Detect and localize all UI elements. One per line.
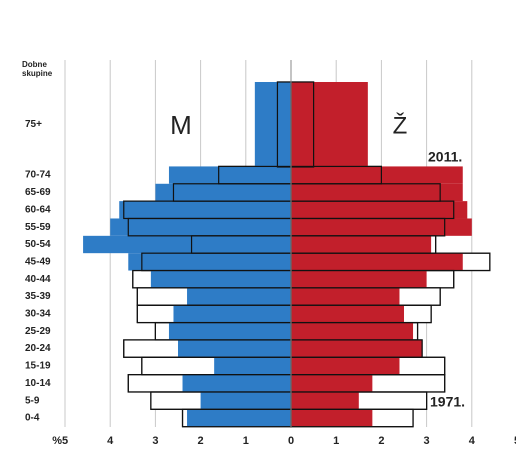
y-tick-label: 55-59 bbox=[25, 222, 51, 233]
y-tick-label: 45-49 bbox=[25, 256, 51, 267]
bar bbox=[291, 357, 400, 375]
x-tick-label: 4 bbox=[469, 435, 476, 447]
bar bbox=[214, 357, 291, 375]
bar bbox=[291, 409, 373, 427]
bar bbox=[291, 287, 400, 306]
bar bbox=[83, 235, 291, 254]
bar bbox=[291, 235, 432, 254]
bar bbox=[187, 287, 291, 306]
x-tick-label: 5 bbox=[514, 435, 516, 447]
bar bbox=[291, 270, 427, 288]
bar bbox=[291, 166, 463, 184]
bar bbox=[187, 409, 291, 427]
bar bbox=[291, 82, 368, 167]
bar bbox=[291, 218, 472, 236]
series-label: 1971. bbox=[430, 394, 465, 410]
y-axis-title: Dobne skupine bbox=[22, 60, 53, 78]
x-tick-label: 5 bbox=[62, 435, 68, 447]
bar bbox=[254, 82, 291, 167]
y-tick-label: 5-9 bbox=[25, 395, 40, 406]
bar bbox=[291, 253, 463, 271]
bar bbox=[291, 391, 359, 410]
x-tick-label: 1 bbox=[333, 435, 339, 447]
left-label: M bbox=[170, 110, 192, 140]
x-tick-label: 3 bbox=[424, 435, 430, 447]
x-axis-title: % bbox=[52, 435, 62, 447]
bar bbox=[291, 339, 423, 358]
x-tick-label: 2 bbox=[198, 435, 204, 447]
bar bbox=[291, 374, 373, 392]
x-tick-label: 3 bbox=[152, 435, 158, 447]
y-tick-label: 40-44 bbox=[25, 274, 51, 285]
bar bbox=[178, 339, 291, 358]
bar bbox=[119, 201, 292, 219]
y-tick-label: 35-39 bbox=[25, 291, 51, 302]
y-tick-label: 75+ bbox=[25, 119, 42, 130]
bar bbox=[110, 218, 291, 236]
x-tick-label: 0 bbox=[288, 435, 294, 447]
bar bbox=[291, 322, 414, 340]
series-label: 2011. bbox=[428, 149, 462, 165]
x-tick-label: 4 bbox=[107, 435, 114, 447]
bar bbox=[200, 391, 291, 410]
bar bbox=[291, 305, 404, 323]
x-tick-label: 2 bbox=[378, 435, 384, 447]
y-tick-label: 65-69 bbox=[25, 187, 51, 198]
y-tick-label: 10-14 bbox=[25, 378, 51, 389]
y-tick-label: 20-24 bbox=[25, 343, 51, 354]
bar bbox=[168, 166, 291, 184]
y-tick-label: 25-29 bbox=[25, 326, 51, 337]
x-tick-label: 1 bbox=[243, 435, 249, 447]
y-tick-label: 0-4 bbox=[25, 413, 40, 424]
bar bbox=[128, 253, 291, 271]
y-tick-label: 70-74 bbox=[25, 170, 51, 181]
y-tick-label: 30-34 bbox=[25, 309, 51, 320]
bar bbox=[291, 183, 463, 202]
y-tick-label: 15-19 bbox=[25, 361, 51, 372]
bar bbox=[155, 183, 291, 202]
bar bbox=[182, 374, 291, 392]
right-label: Ž bbox=[393, 112, 408, 139]
y-tick-label: 50-54 bbox=[25, 239, 51, 250]
bar bbox=[291, 201, 468, 219]
bar bbox=[168, 322, 291, 340]
bar bbox=[173, 305, 291, 323]
bar bbox=[150, 270, 291, 288]
y-tick-label: 60-64 bbox=[25, 204, 51, 215]
